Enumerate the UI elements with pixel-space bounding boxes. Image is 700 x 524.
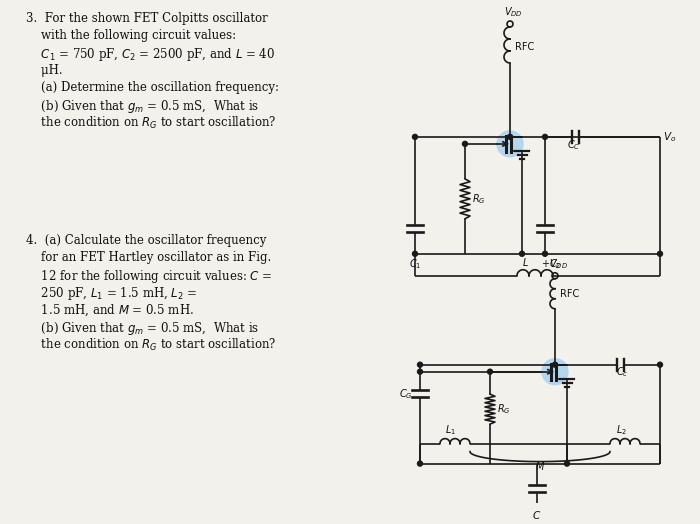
Text: 3.  For the shown FET Colpitts oscillator: 3. For the shown FET Colpitts oscillator (26, 12, 267, 25)
Text: $C_c$: $C_c$ (616, 366, 628, 379)
Circle shape (657, 252, 662, 256)
Circle shape (487, 369, 493, 374)
Text: $L$: $L$ (522, 256, 528, 268)
Text: RFC: RFC (560, 289, 580, 299)
Text: $C_C$: $C_C$ (567, 138, 581, 151)
Circle shape (657, 362, 662, 367)
Text: (b) Given that $g_m$ = 0.5 mS,  What is: (b) Given that $g_m$ = 0.5 mS, What is (26, 98, 259, 115)
Text: (b) Given that $g_m$ = 0.5 mS,  What is: (b) Given that $g_m$ = 0.5 mS, What is (26, 320, 259, 337)
Circle shape (412, 252, 417, 256)
Text: 4.  (a) Calculate the oscillator frequency: 4. (a) Calculate the oscillator frequenc… (26, 234, 267, 247)
Circle shape (417, 362, 423, 367)
Text: $M$: $M$ (535, 460, 545, 472)
Text: RFC: RFC (515, 42, 534, 52)
Circle shape (542, 252, 547, 256)
Text: (a) Determine the oscillation frequency:: (a) Determine the oscillation frequency: (26, 81, 279, 94)
Text: the condition on $R_G$ to start oscillation?: the condition on $R_G$ to start oscillat… (26, 115, 276, 131)
Text: 1.5 mH, and $M$ = 0.5 mH.: 1.5 mH, and $M$ = 0.5 mH. (26, 302, 194, 318)
Text: $R_G$: $R_G$ (472, 192, 486, 206)
Text: 12 for the following circuit values: $C$ =: 12 for the following circuit values: $C$… (26, 268, 272, 285)
Circle shape (417, 369, 423, 374)
Text: μH.: μH. (26, 63, 62, 77)
Circle shape (542, 134, 547, 139)
Circle shape (542, 359, 568, 385)
Text: $C_2$: $C_2$ (549, 257, 561, 270)
Circle shape (463, 141, 468, 146)
Text: for an FET Hartley oscillator as in Fig.: for an FET Hartley oscillator as in Fig. (26, 251, 272, 264)
Circle shape (519, 252, 524, 256)
Text: $L_1$: $L_1$ (445, 423, 456, 438)
Circle shape (417, 461, 423, 466)
Text: $+V_{DD}$: $+V_{DD}$ (541, 257, 568, 271)
Text: $C_1$: $C_1$ (409, 257, 421, 270)
Text: the condition on $R_G$ to start oscillation?: the condition on $R_G$ to start oscillat… (26, 337, 276, 353)
Text: $C_G$: $C_G$ (399, 387, 413, 400)
Circle shape (552, 362, 557, 367)
Circle shape (412, 134, 417, 139)
Text: $R_G$: $R_G$ (497, 402, 511, 416)
Text: $V_o$: $V_o$ (663, 130, 676, 144)
Text: $C_1$ = 750 pF, $C_2$ = 2500 pF, and $L$ = 40: $C_1$ = 750 pF, $C_2$ = 2500 pF, and $L$… (26, 46, 275, 63)
Text: $C$: $C$ (533, 509, 542, 520)
Circle shape (497, 131, 523, 157)
Circle shape (508, 134, 512, 139)
Text: with the following circuit values:: with the following circuit values: (26, 29, 236, 42)
Text: $L_2$: $L_2$ (615, 423, 626, 438)
Text: 250 pF, $L_1$ = 1.5 mH, $L_2$ =: 250 pF, $L_1$ = 1.5 mH, $L_2$ = (26, 286, 197, 302)
Text: $V_{DD}$: $V_{DD}$ (504, 5, 523, 19)
Circle shape (564, 461, 570, 466)
